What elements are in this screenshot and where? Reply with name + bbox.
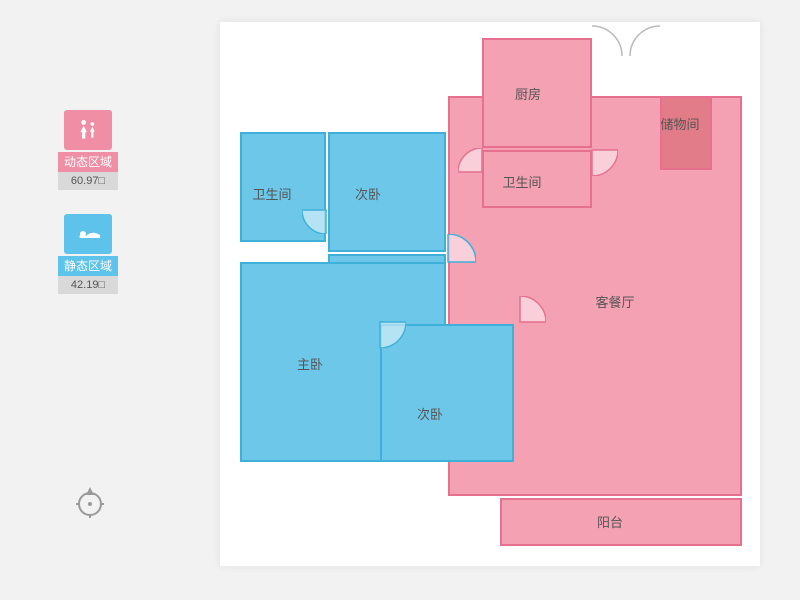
compass-icon [72,484,108,520]
room-label-bed2b: 次卧 [400,404,460,423]
room-label-storage: 储物间 [650,114,710,133]
room-label-bath2: 卫生间 [492,172,552,191]
room-label-living: 客餐厅 [585,292,645,311]
room-label-bath1: 卫生间 [242,184,302,203]
door-arc-4 [494,296,546,348]
legend-dynamic-icon [64,110,112,150]
legend-dynamic-label: 动态区域 [58,152,118,172]
room-label-balcony: 阳台 [580,512,640,531]
legend-dynamic-value: 60.97□ [58,172,118,190]
room-label-kitchen: 厨房 [498,84,558,103]
legend-static: 静态区域 42.19□ [58,214,118,294]
legend-static-icon [64,214,112,254]
door-arc-5 [566,124,618,176]
room-label-bed2a: 次卧 [338,184,398,203]
people-icon [75,117,101,143]
room-label-master: 主卧 [280,354,340,373]
legend-static-value: 42.19□ [58,276,118,294]
sleep-icon [74,224,102,244]
room-storage [660,96,712,170]
entrance-arcs [592,22,660,62]
door-arc-0 [420,234,476,290]
floor-plan: 厨房卫生间储物间客餐厅阳台卫生间次卧主卧次卧 [220,22,760,566]
legend-dynamic: 动态区域 60.97□ [58,110,118,190]
legend-static-label: 静态区域 [58,256,118,276]
door-arc-1 [354,296,406,348]
legend-panel: 动态区域 60.97□ 静态区域 42.19□ [58,110,118,318]
